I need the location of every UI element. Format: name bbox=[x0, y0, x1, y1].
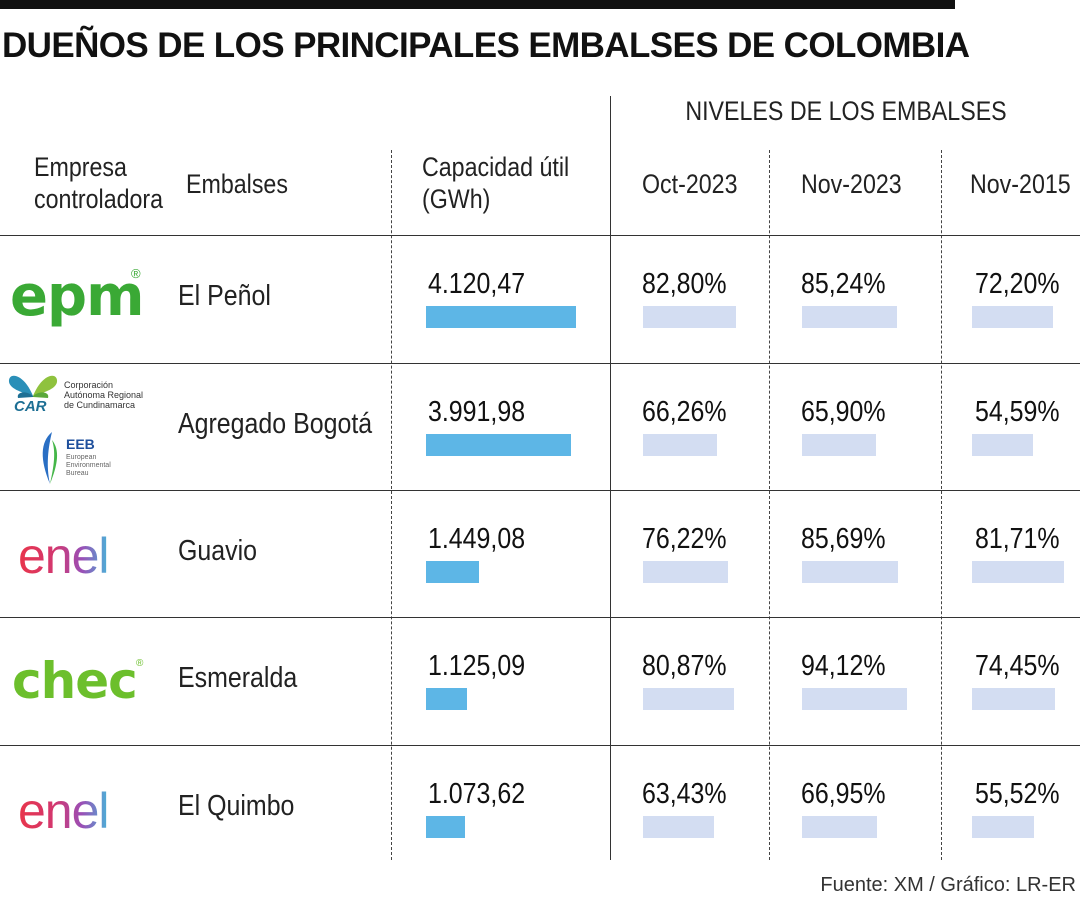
top-rule bbox=[0, 0, 955, 9]
header-level-oct-2023: Oct-2023 bbox=[642, 169, 738, 199]
header-levels-group: NIVELES DE LOS EMBALSES bbox=[685, 96, 1007, 126]
capacity-bar bbox=[426, 561, 479, 583]
level-divider-1 bbox=[769, 150, 770, 860]
eeb-abbr: EEB bbox=[66, 436, 95, 452]
level-bar-nov-2023 bbox=[802, 561, 898, 583]
enel-logo: enel bbox=[0, 746, 170, 874]
level-value-nov-2023: 85,24% bbox=[801, 268, 886, 300]
epm-logo-text: epm bbox=[10, 264, 144, 329]
header-company-line1: Empresa bbox=[34, 152, 127, 182]
capacity-bar bbox=[426, 434, 571, 456]
car-eeb-logos: CAR Corporación Autónoma Regional de Cun… bbox=[0, 364, 170, 492]
level-value-nov-2023: 85,69% bbox=[801, 523, 886, 555]
enel-logo-text: enel bbox=[18, 783, 110, 839]
level-bar-nov-2023 bbox=[802, 434, 876, 456]
capacity-value: 1.449,08 bbox=[428, 523, 526, 555]
level-bar-nov-2015 bbox=[972, 306, 1053, 328]
table-row: enel Guavio 1.449,08 76,22% 85,69% 81,71… bbox=[0, 491, 1080, 619]
level-bar-nov-2023 bbox=[802, 816, 877, 838]
car-abbr: CAR bbox=[14, 398, 47, 415]
table-row: enel El Quimbo 1.073,62 63,43% 66,95% 55… bbox=[0, 746, 1080, 874]
header-capacity-line2: (GWh) bbox=[422, 184, 491, 214]
row-divider bbox=[0, 490, 1080, 491]
reservoir-name: El Peñol bbox=[178, 280, 271, 312]
capacity-divider bbox=[391, 150, 392, 860]
level-value-nov-2023: 66,95% bbox=[801, 778, 886, 810]
eeb-name-line1: European bbox=[66, 454, 97, 461]
epm-logo: epm ® bbox=[0, 236, 170, 364]
level-value-nov-2015: 55,52% bbox=[975, 778, 1060, 810]
row-divider bbox=[0, 745, 1080, 746]
level-value-nov-2015: 54,59% bbox=[975, 396, 1060, 428]
header-company: Empresa controladora bbox=[34, 151, 163, 215]
level-bar-nov-2023 bbox=[802, 306, 897, 328]
chart-title: DUEÑOS DE LOS PRINCIPALES EMBALSES DE CO… bbox=[2, 26, 970, 65]
level-value-oct-2023: 80,87% bbox=[642, 650, 727, 682]
chec-logo-text: chec bbox=[12, 652, 138, 710]
car-name-line2: Autónoma Regional bbox=[64, 390, 144, 400]
header-capacity-line1: Capacidad útil bbox=[422, 152, 570, 182]
row-divider bbox=[0, 617, 1080, 618]
level-value-oct-2023: 66,26% bbox=[642, 396, 727, 428]
level-value-oct-2023: 76,22% bbox=[642, 523, 727, 555]
row-divider bbox=[0, 363, 1080, 364]
level-bar-nov-2015 bbox=[972, 688, 1055, 710]
epm-registered-mark: ® bbox=[131, 266, 141, 281]
level-value-oct-2023: 82,80% bbox=[642, 268, 727, 300]
table-row: chec ® Esmeralda 1.125,09 80,87% 94,12% … bbox=[0, 618, 1080, 746]
reservoir-name: Agregado Bogotá bbox=[178, 408, 373, 440]
eeb-leaf-icon bbox=[42, 432, 58, 484]
car-name-line3: de Cundinamarca bbox=[64, 400, 136, 410]
level-value-nov-2015: 81,71% bbox=[975, 523, 1060, 555]
header-company-line2: controladora bbox=[34, 184, 164, 214]
level-bar-nov-2015 bbox=[972, 434, 1033, 456]
level-bar-nov-2015 bbox=[972, 561, 1064, 583]
level-bar-nov-2023 bbox=[802, 688, 907, 710]
header-level-nov-2023: Nov-2023 bbox=[801, 169, 902, 199]
reservoir-name: Esmeralda bbox=[178, 662, 298, 694]
chec-registered-mark: ® bbox=[136, 658, 144, 669]
table-row: CAR Corporación Autónoma Regional de Cun… bbox=[0, 364, 1080, 492]
eeb-name-line2: Environmental bbox=[66, 462, 111, 469]
capacity-value: 1.125,09 bbox=[428, 650, 526, 682]
level-bar-oct-2023 bbox=[643, 306, 736, 328]
level-value-nov-2023: 94,12% bbox=[801, 650, 886, 682]
levels-divider bbox=[610, 96, 611, 860]
capacity-value: 4.120,47 bbox=[428, 268, 526, 300]
level-bar-oct-2023 bbox=[643, 561, 728, 583]
car-name-line1: Corporación bbox=[64, 380, 114, 390]
source-credit: Fuente: XM / Gráfico: LR-ER bbox=[820, 874, 1076, 896]
level-divider-2 bbox=[941, 150, 942, 860]
enel-logo-text: enel bbox=[18, 528, 110, 584]
header-reservoirs: Embalses bbox=[186, 169, 288, 199]
header-capacity: Capacidad útil (GWh) bbox=[422, 151, 569, 215]
table-row: epm ® El Peñol 4.120,47 82,80% 85,24% 72… bbox=[0, 236, 1080, 364]
capacity-bar bbox=[426, 816, 465, 838]
capacity-bar bbox=[426, 306, 576, 328]
car-butterfly-icon bbox=[8, 375, 58, 398]
level-bar-oct-2023 bbox=[643, 816, 714, 838]
level-value-nov-2015: 74,45% bbox=[975, 650, 1060, 682]
enel-logo: enel bbox=[0, 491, 170, 619]
capacity-value: 3.991,98 bbox=[428, 396, 526, 428]
level-value-nov-2023: 65,90% bbox=[801, 396, 886, 428]
level-value-nov-2015: 72,20% bbox=[975, 268, 1060, 300]
chec-logo: chec ® bbox=[0, 618, 170, 746]
level-bar-oct-2023 bbox=[643, 434, 717, 456]
reservoir-name: El Quimbo bbox=[178, 790, 295, 822]
row-divider bbox=[0, 235, 1080, 236]
capacity-bar bbox=[426, 688, 467, 710]
level-bar-oct-2023 bbox=[643, 688, 734, 710]
level-value-oct-2023: 63,43% bbox=[642, 778, 727, 810]
eeb-name-line3: Bureau bbox=[66, 470, 89, 477]
capacity-value: 1.073,62 bbox=[428, 778, 526, 810]
header-level-nov-2015: Nov-2015 bbox=[970, 169, 1071, 199]
level-bar-nov-2015 bbox=[972, 816, 1034, 838]
reservoir-name: Guavio bbox=[178, 535, 258, 567]
